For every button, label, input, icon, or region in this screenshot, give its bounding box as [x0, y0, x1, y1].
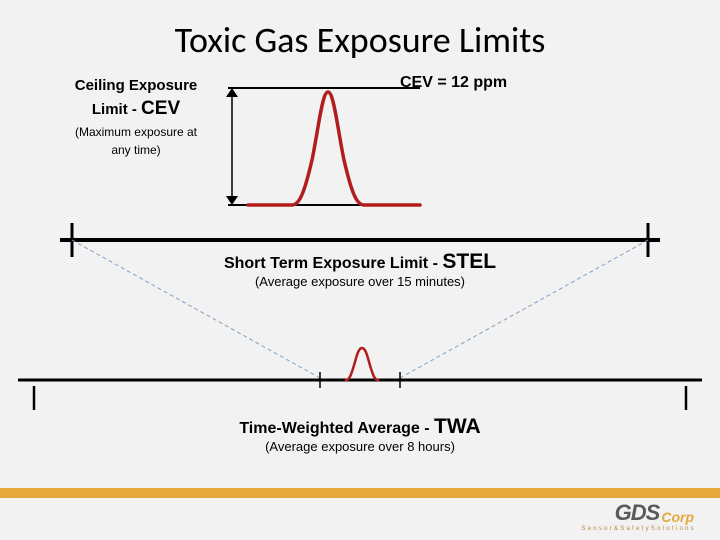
cev-line2b: CEV	[141, 98, 180, 119]
logo-text: GDSCorp	[581, 502, 694, 525]
stel-sub: (Average exposure over 15 minutes)	[0, 274, 720, 289]
twa-main-a: Time-Weighted Average -	[239, 420, 434, 437]
cev-value-label: CEV = 12 ppm	[400, 74, 507, 92]
stel-main-b: STEL	[442, 250, 496, 273]
cev-line2: Limit - CEV	[56, 96, 216, 122]
logo-tagline: S e n s o r & S a f e t y S o l u t i o …	[581, 526, 694, 532]
twa-main: Time-Weighted Average - TWA	[0, 415, 720, 439]
footer-bar	[0, 488, 720, 498]
cev-line2a: Limit -	[92, 101, 141, 118]
cev-label-block: Ceiling Exposure Limit - CEV (Maximum ex…	[56, 76, 216, 158]
stel-main: Short Term Exposure Limit - STEL	[0, 250, 720, 274]
stel-main-a: Short Term Exposure Limit -	[224, 255, 442, 272]
stel-label-block: Short Term Exposure Limit - STEL (Averag…	[0, 250, 720, 289]
diagram-area: Ceiling Exposure Limit - CEV (Maximum ex…	[0, 60, 720, 480]
twa-main-b: TWA	[434, 415, 481, 438]
logo-gds: GDS	[615, 502, 660, 524]
twa-label-block: Time-Weighted Average - TWA (Average exp…	[0, 415, 720, 454]
logo-corp: Corp	[661, 510, 694, 524]
logo-block: GDSCorp S e n s o r & S a f e t y S o l …	[581, 502, 694, 532]
cev-line1: Ceiling Exposure	[56, 76, 216, 96]
twa-sub: (Average exposure over 8 hours)	[0, 439, 720, 454]
page-title: Toxic Gas Exposure Limits	[0, 0, 720, 62]
cev-sub2: any time)	[56, 142, 216, 158]
cev-sub1: (Maximum exposure at	[56, 124, 216, 140]
